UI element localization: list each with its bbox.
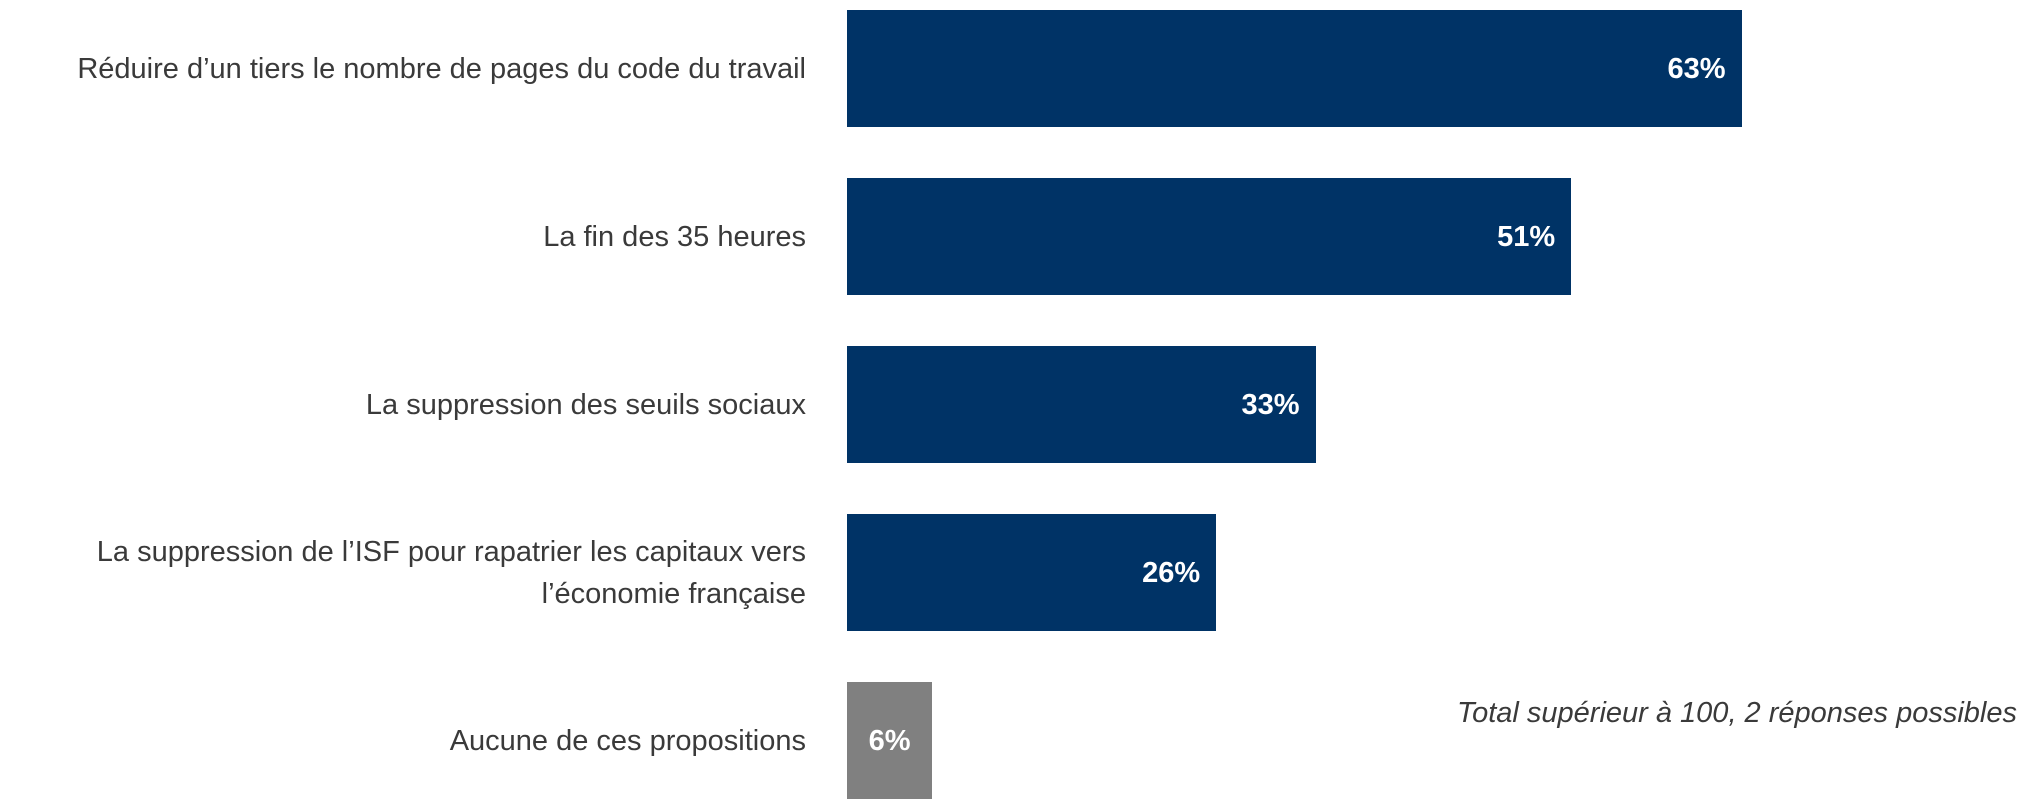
- bar-value-label: 26%: [1142, 556, 1201, 589]
- bar: [847, 10, 1742, 127]
- bar: [847, 514, 1217, 631]
- bar-value-label: 6%: [868, 724, 911, 757]
- chart-note: Total supérieur à 100, 2 réponses possib…: [1457, 697, 2017, 729]
- bar: [847, 346, 1316, 463]
- category-label: La suppression des seuils sociaux: [365, 388, 806, 421]
- category-label: Réduire d’un tiers le nombre de pages du…: [77, 52, 806, 85]
- bar: [847, 178, 1572, 295]
- category-label: La suppression de l’ISF pour rapatrier l…: [96, 535, 806, 610]
- bar-value-label: 63%: [1667, 52, 1726, 85]
- bar-value-label: 51%: [1497, 220, 1556, 253]
- category-label: Aucune de ces propositions: [449, 724, 806, 757]
- category-label: La fin des 35 heures: [543, 220, 806, 253]
- bar: [847, 682, 933, 799]
- bar-value-label: 33%: [1241, 388, 1300, 421]
